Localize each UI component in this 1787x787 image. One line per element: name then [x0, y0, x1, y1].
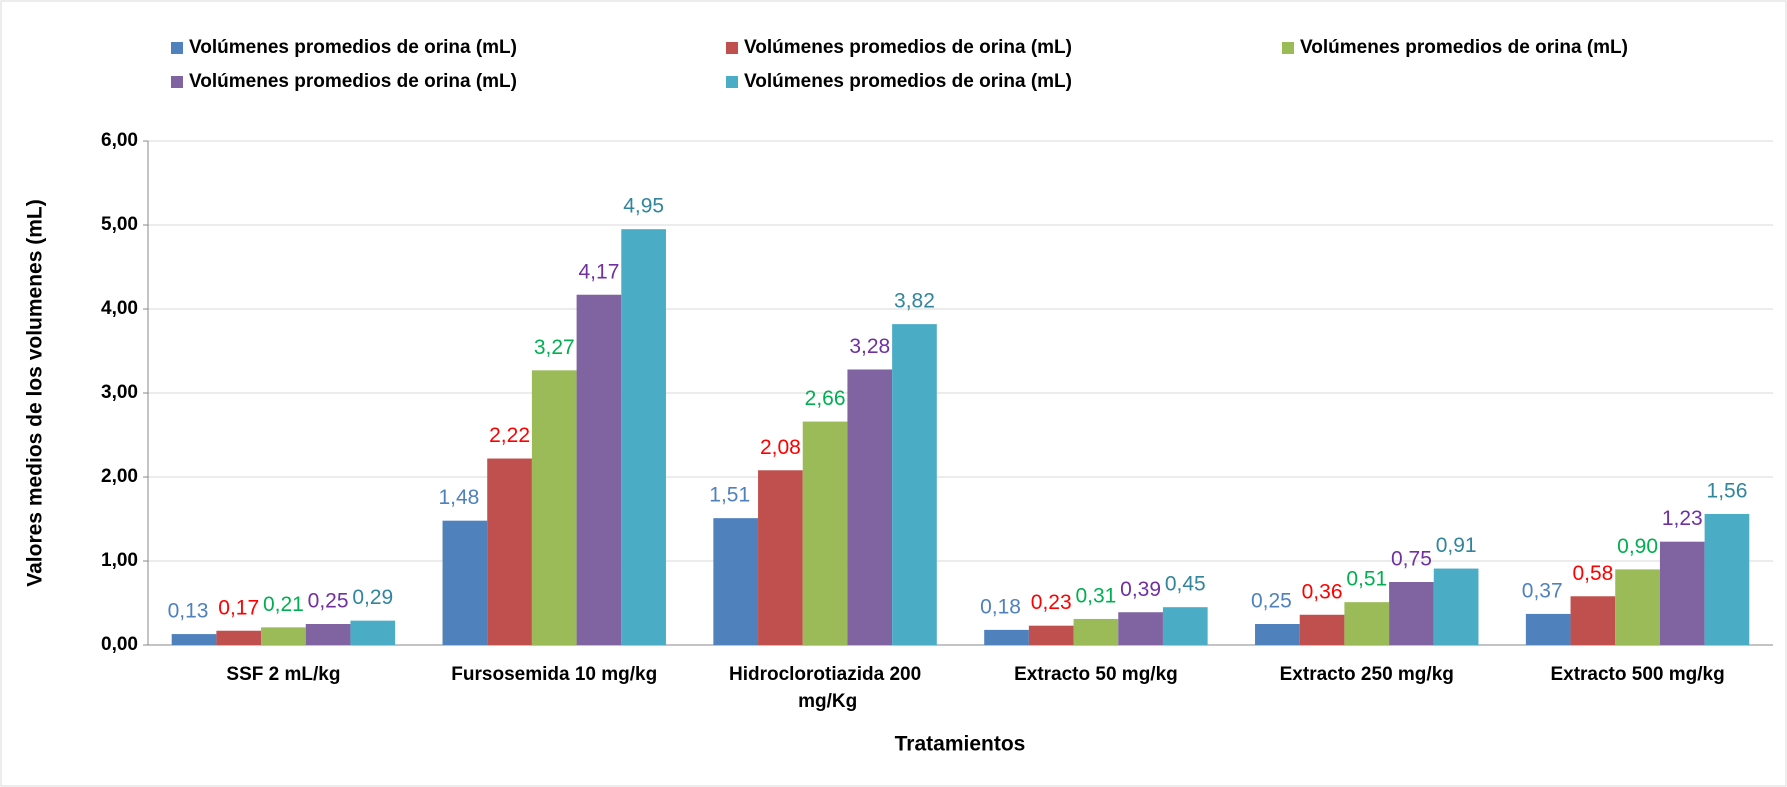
x-tick-label: Fursosemida 10 mg/kg [451, 664, 657, 685]
y-tick-label: 0,00 [101, 634, 138, 655]
data-label: 0,21 [263, 593, 304, 616]
legend-label: Volúmenes promedios de orina (mL) [1300, 37, 1628, 58]
bar [1570, 596, 1616, 645]
bar [1525, 613, 1571, 645]
x-axis-title: Tratamientos [895, 733, 1026, 756]
bar [261, 627, 306, 645]
y-tick-label: 6,00 [101, 130, 138, 151]
data-label: 4,17 [579, 260, 620, 283]
data-label: 0,39 [1120, 578, 1161, 601]
data-label: 3,28 [849, 335, 890, 358]
x-tick-label: Extracto 50 mg/kg [1014, 664, 1178, 685]
x-tick-label: Hidroclorotiazida 200 mg/Kg [729, 664, 921, 712]
data-label: 0,45 [1165, 573, 1206, 596]
legend-swatch [726, 42, 738, 54]
bar [1299, 614, 1345, 645]
x-tick-label: Extracto 500 mg/kg [1550, 664, 1724, 685]
bar [1433, 568, 1479, 645]
bar [1255, 624, 1300, 645]
bar [531, 370, 577, 645]
bar [350, 620, 396, 645]
bar [1615, 569, 1660, 645]
legend-label: Volúmenes promedios de orina (mL) [744, 71, 1072, 92]
legend-swatch [726, 76, 738, 88]
data-label: 2,22 [489, 424, 530, 447]
x-tick-label: SSF 2 mL/kg [226, 664, 340, 685]
bar [802, 421, 848, 645]
legend-swatch [171, 42, 183, 54]
legend-swatch [171, 76, 183, 88]
y-tick-label: 4,00 [101, 298, 138, 319]
bar [713, 518, 759, 645]
legend-label: Volúmenes promedios de orina (mL) [744, 37, 1072, 58]
bar [487, 458, 532, 645]
bar [442, 520, 488, 645]
bar [621, 229, 666, 645]
data-label: 2,66 [805, 387, 846, 410]
bar [1344, 602, 1390, 645]
legend-label: Volúmenes promedios de orina (mL) [189, 71, 517, 92]
bar [1028, 625, 1074, 645]
bar [1659, 541, 1705, 645]
data-label: 3,27 [534, 336, 575, 359]
data-label: 0,13 [168, 600, 209, 623]
data-label: 0,37 [1522, 579, 1563, 602]
data-label: 0,25 [1251, 590, 1292, 613]
data-label: 1,56 [1707, 480, 1748, 503]
y-axis-title: Valores medios de los volumenes (mL) [24, 199, 47, 586]
data-label: 0,23 [1031, 591, 1072, 614]
data-label: 1,51 [709, 484, 750, 507]
data-label: 1,48 [438, 486, 479, 509]
bar [1704, 513, 1750, 645]
data-label: 0,36 [1302, 580, 1343, 603]
data-label: 0,58 [1572, 562, 1613, 585]
bar [847, 369, 893, 645]
data-label: 0,29 [352, 586, 393, 609]
bar [171, 634, 217, 645]
legend-swatch [1282, 42, 1294, 54]
bar [576, 294, 622, 645]
data-label: 2,08 [760, 436, 801, 459]
data-label: 1,23 [1662, 507, 1703, 530]
bar [892, 324, 937, 645]
legend-label: Volúmenes promedios de orina (mL) [189, 37, 517, 58]
bar [1162, 607, 1208, 645]
data-label: 0,51 [1346, 568, 1387, 591]
data-label: 0,31 [1075, 585, 1116, 608]
bar [216, 630, 262, 645]
y-tick-label: 2,00 [101, 466, 138, 487]
data-label: 3,82 [894, 290, 935, 313]
y-tick-label: 5,00 [101, 214, 138, 235]
bar [305, 624, 351, 645]
bar [1073, 618, 1119, 645]
data-label: 0,75 [1391, 548, 1432, 571]
data-label: 0,90 [1617, 535, 1658, 558]
bar [1118, 612, 1163, 645]
y-tick-label: 1,00 [101, 550, 138, 571]
bar [1389, 582, 1434, 645]
bar [984, 629, 1029, 645]
data-label: 0,25 [308, 590, 349, 613]
data-label: 0,18 [980, 595, 1021, 618]
data-label: 0,91 [1436, 534, 1477, 557]
bar [758, 470, 803, 645]
y-tick-label: 3,00 [101, 382, 138, 403]
x-tick-label: Extracto 250 mg/kg [1280, 664, 1454, 685]
data-label: 4,95 [623, 195, 664, 218]
data-label: 0,17 [218, 596, 259, 619]
